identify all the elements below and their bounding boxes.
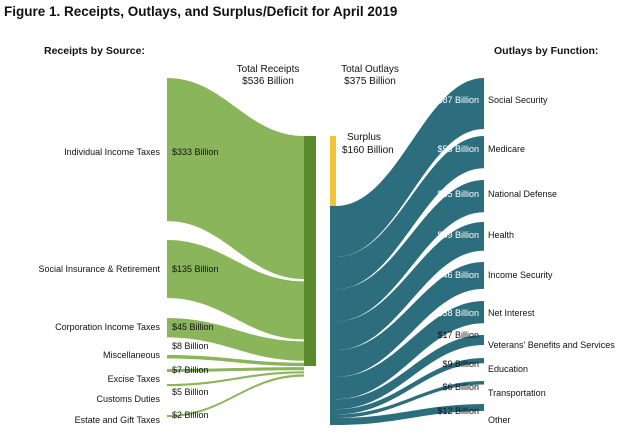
outlay-label-net-interest: Net Interest	[488, 308, 535, 318]
receipt-label-social-insurance-retirement: Social Insurance & Retirement	[38, 264, 160, 274]
outlay-label-health: Health	[488, 230, 514, 240]
outlay-label-transportation: Transportation	[488, 388, 546, 398]
receipt-flow-individual-income-taxes	[167, 78, 304, 280]
receipt-value-estate-and-gift-taxes: $2 Billion	[172, 410, 209, 420]
receipt-label-customs-duties: Customs Duties	[96, 394, 160, 404]
receipt-value-customs-duties: $5 Billion	[172, 387, 209, 397]
outlay-value-veterans-benefits-and-services: $17 Billion	[437, 330, 479, 340]
receipt-label-miscellaneous: Miscellaneous	[103, 350, 161, 360]
outlay-value-health: $49 Billion	[437, 230, 479, 240]
outlay-value-other: $12 Billion	[437, 406, 479, 416]
receipt-value-individual-income-taxes: $333 Billion	[172, 147, 219, 157]
outlay-flow-transportation	[336, 381, 484, 418]
receipts-heading: Receipts by Source:	[44, 45, 145, 57]
outlay-value-medicare: $55 Billion	[437, 144, 479, 154]
outlay-value-income-security: $46 Billion	[437, 270, 479, 280]
surplus-bar	[330, 136, 336, 206]
outlay-flow-medicare	[336, 136, 484, 290]
outlays-heading: Outlays by Function:	[494, 45, 598, 57]
total-receipts-bar	[304, 136, 316, 366]
total-outlays-value: $375 Billion	[344, 76, 396, 87]
receipt-label-individual-income-taxes: Individual Income Taxes	[64, 147, 160, 157]
outlay-flow-income-security	[336, 262, 484, 377]
outlay-value-net-interest: $38 Billion	[437, 308, 479, 318]
receipt-flow-estate-and-gift-taxes	[167, 374, 304, 418]
outlay-label-education: Education	[488, 364, 528, 374]
outlay-flow-social-security	[336, 78, 484, 257]
receipt-flows	[167, 78, 304, 418]
total-outlays-bar	[330, 206, 336, 425]
outlay-label-income-security: Income Security	[488, 270, 553, 280]
receipt-label-corporation-income-taxes: Corporation Income Taxes	[55, 322, 160, 332]
receipt-label-excise-taxes: Excise Taxes	[108, 374, 161, 384]
outlay-value-education: $9 Billion	[442, 359, 479, 369]
outlay-label-social-security: Social Security	[488, 95, 548, 105]
receipt-value-corporation-income-taxes: $45 Billion	[172, 322, 214, 332]
outlay-label-other: Other	[488, 415, 511, 425]
outlay-flows	[336, 78, 484, 425]
surplus-label: Surplus	[347, 132, 381, 143]
outlay-label-national-defense: National Defense	[488, 189, 557, 199]
outlay-flow-education	[336, 358, 484, 415]
chart-labels: Individual Income Taxes $333 Billion Socia…	[38, 95, 615, 425]
surplus-value: $160 Billion	[342, 145, 394, 156]
outlay-flow-net-interest	[336, 301, 484, 400]
total-receipts-label: Total Receipts	[237, 64, 300, 75]
figure-title: Figure 1. Receipts, Outlays, and Surplus…	[4, 4, 398, 19]
outlay-flow-health	[336, 222, 484, 351]
outlay-flow-veterans-benefits-and-services	[336, 335, 484, 410]
outlay-value-social-security: $87 Billion	[437, 95, 479, 105]
total-receipts-value: $536 Billion	[242, 76, 294, 87]
total-outlays-label: Total Outlays	[341, 64, 399, 75]
receipt-value-miscellaneous: $8 Billion	[172, 341, 209, 351]
total-bars	[304, 136, 336, 425]
outlay-flow-other	[336, 404, 484, 425]
receipt-value-excise-taxes: $7 Billion	[172, 365, 209, 375]
receipt-label-estate-and-gift-taxes: Estate and Gift Taxes	[75, 415, 161, 425]
receipt-value-social-insurance-retirement: $135 Billion	[172, 264, 219, 274]
receipt-flow-social-insurance-retirement	[167, 240, 304, 340]
outlay-label-veterans-benefits-and-services: Veterans' Benefits and Services	[488, 340, 615, 350]
outlay-label-medicare: Medicare	[488, 144, 525, 154]
outlay-flow-national-defense	[336, 180, 484, 322]
receipt-flow-customs-duties	[167, 371, 304, 387]
outlay-value-national-defense: $55 Billion	[437, 189, 479, 199]
receipt-flow-miscellaneous	[167, 355, 304, 367]
outlay-value-transportation: $6 Billion	[442, 382, 479, 392]
receipt-flow-corporation-income-taxes	[167, 318, 304, 361]
receipt-flow-excise-taxes	[167, 367, 304, 373]
